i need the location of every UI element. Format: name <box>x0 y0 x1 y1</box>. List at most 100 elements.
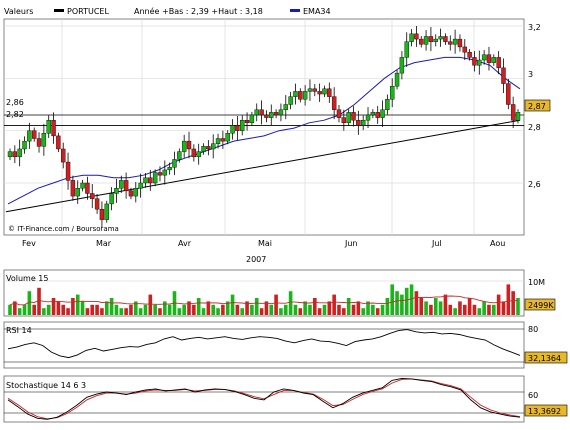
volume-bar <box>395 291 399 315</box>
candle-down <box>443 36 448 42</box>
header-range: Année +Bas : 2,39 +Haut : 3,18 <box>134 6 263 16</box>
candle-up <box>27 130 32 142</box>
volume-bar <box>385 298 390 315</box>
volume-bar <box>221 304 225 315</box>
volume-bar <box>404 287 409 315</box>
volume-bar <box>283 304 288 315</box>
candle-down <box>90 193 95 199</box>
volume-bar <box>400 294 404 315</box>
volume-bar <box>472 304 477 315</box>
volume-bar <box>487 304 491 315</box>
candle-up <box>230 125 235 134</box>
candle-up <box>322 88 327 95</box>
candle-down <box>85 182 90 194</box>
candle-down <box>419 38 424 45</box>
candle-up <box>104 203 109 220</box>
header-ema: EMA34 <box>303 7 331 16</box>
volume-bar <box>56 301 61 315</box>
volume-bar <box>259 308 264 315</box>
volume-bar <box>516 298 520 315</box>
candle-down <box>341 117 347 124</box>
volume-bar <box>32 304 36 315</box>
volume-bar <box>380 304 385 315</box>
stoch-last-value: 13,3692 <box>528 407 561 416</box>
year-label: 2007 <box>246 255 266 264</box>
candle-up <box>201 146 206 152</box>
volume-bar <box>124 308 128 315</box>
volume-bar <box>201 308 206 315</box>
volume-bar <box>458 301 462 315</box>
volume-bar <box>61 304 66 315</box>
volume-bar <box>235 304 240 315</box>
candle-down <box>467 51 472 58</box>
candle-down <box>356 119 361 126</box>
candle-down <box>123 180 129 192</box>
volume-bar <box>462 304 467 315</box>
candle-up <box>119 180 124 189</box>
volume-bar <box>303 301 307 315</box>
candle-down <box>65 161 71 181</box>
candle-up <box>46 119 51 134</box>
candle-up <box>423 36 429 45</box>
rsi-line <box>7 329 521 359</box>
volume-bar <box>298 308 303 315</box>
price-tick-2-6: 2,6 <box>528 180 541 189</box>
volume-bar <box>506 284 511 315</box>
candle-down <box>191 148 197 158</box>
candle-up <box>167 167 172 171</box>
candle-up <box>394 72 400 87</box>
volume-bar <box>167 304 172 315</box>
volume-bar <box>492 304 496 315</box>
candle-down <box>12 151 18 158</box>
volume-bar <box>414 291 419 315</box>
candle-up <box>433 38 438 42</box>
candle-up <box>22 140 27 150</box>
volume-bar <box>80 301 85 315</box>
stoch-tick: 60 <box>528 391 538 400</box>
volume-bar <box>192 304 196 315</box>
candle-up <box>452 38 458 45</box>
candle-down <box>51 119 56 137</box>
stoch-title: Stochastique 14 6 3 <box>6 381 86 390</box>
volume-tick: 10M <box>528 278 545 287</box>
volume-bar <box>177 308 182 315</box>
volume-bar <box>351 304 356 315</box>
candle-down <box>61 148 66 163</box>
rsi-panel-frame <box>3 321 525 369</box>
candle-down <box>496 57 501 69</box>
volume-bar <box>448 304 453 315</box>
x-axis: Fev Mar Avr Mai Jun Jul Aou 2007 <box>22 239 505 264</box>
volume-last-box <box>524 298 556 311</box>
volume-bar <box>375 308 380 315</box>
volume-bar <box>496 294 501 315</box>
candle-up <box>215 138 221 144</box>
candle-down <box>36 138 42 147</box>
candle-up <box>390 85 395 100</box>
rsi-title: RSI 14 <box>6 326 32 335</box>
volume-last-value: 2499K <box>528 301 554 310</box>
volume-bar <box>51 298 56 315</box>
volume-bar <box>143 304 148 315</box>
volume-bar <box>138 308 143 315</box>
volume-bar <box>109 298 114 315</box>
volume-bar <box>46 304 51 315</box>
volume-bar <box>17 308 22 315</box>
candle-up <box>249 114 255 124</box>
volume-bar <box>8 304 12 315</box>
candle-down <box>148 177 153 184</box>
volume-bar <box>419 298 424 315</box>
candle-up <box>404 41 409 58</box>
volume-bar <box>293 304 298 315</box>
candle-up <box>152 172 158 184</box>
volume-bar <box>148 294 153 315</box>
candle-down <box>94 198 100 210</box>
volume-bar <box>433 298 438 315</box>
candle-down <box>317 91 322 95</box>
month-label-jul: Jul <box>431 239 442 248</box>
volume-bar <box>327 301 332 315</box>
volume-bar <box>467 298 472 315</box>
volume-bar <box>279 308 283 315</box>
candle-up <box>109 193 114 205</box>
volume-bar <box>216 308 220 315</box>
candle-down <box>298 91 303 100</box>
